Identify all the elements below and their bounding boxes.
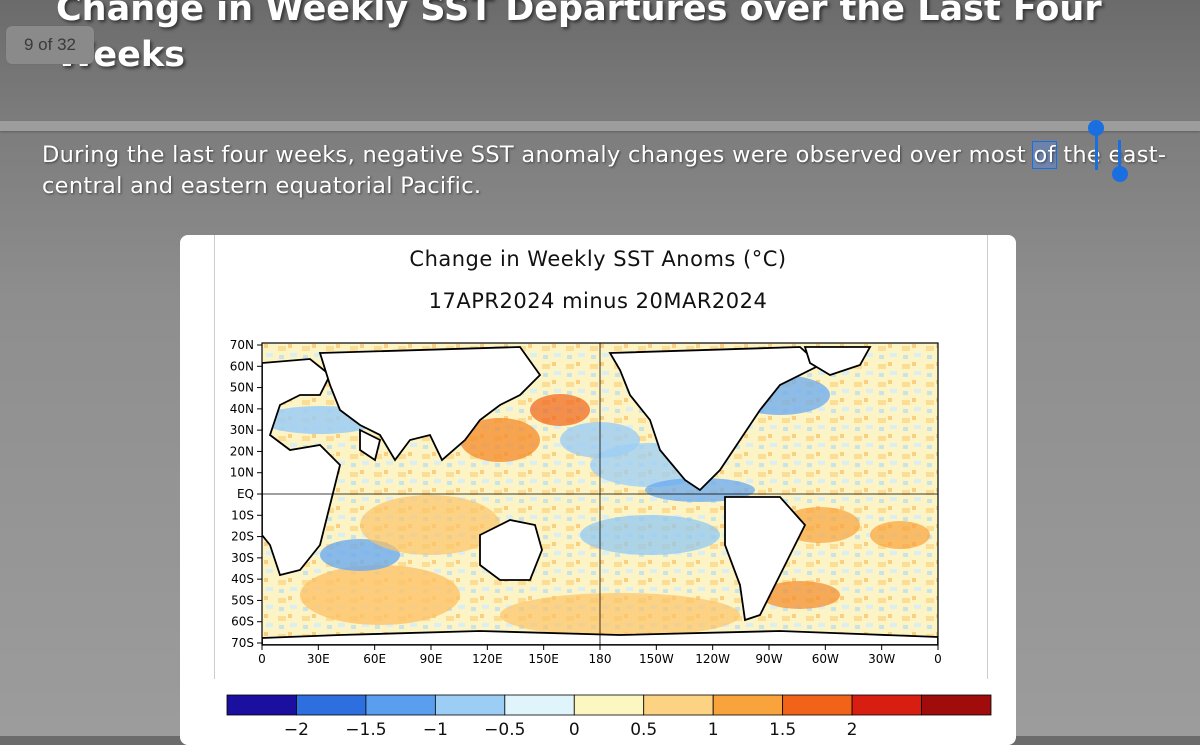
colorbar-tick-label: −0.5: [484, 720, 525, 740]
lon-tick-label: 30E: [307, 652, 330, 666]
lon-tick-label: 90E: [420, 652, 443, 666]
colorbar-tick-label: −2: [284, 720, 309, 740]
colorbar-segment: [782, 694, 853, 716]
lon-tick-label: 60W: [812, 652, 839, 666]
colorbar-tick-label: 0: [569, 720, 580, 740]
colorbar-segment: [851, 694, 922, 716]
colorbar-segment: [504, 694, 575, 716]
lat-tick-label: 60S: [231, 615, 254, 629]
slide-body-text[interactable]: During the last four weeks, negative SST…: [42, 140, 1182, 202]
lat-tick-label: 50N: [230, 381, 254, 395]
selection-handle-start-stem: [1095, 130, 1098, 170]
colorbar-tick-label: 0.5: [630, 720, 657, 740]
figure-panel: [214, 235, 988, 679]
colorbar-segment: [921, 694, 992, 716]
selected-text[interactable]: of: [1032, 141, 1057, 169]
colorbar-tick-label: 1: [708, 720, 719, 740]
lat-tick-label: 20S: [231, 530, 254, 544]
lon-tick-label: 180: [589, 652, 612, 666]
lat-tick-label: 60N: [230, 359, 254, 373]
selection-handle-end[interactable]: [1112, 166, 1128, 182]
lon-tick-label: 120W: [695, 652, 730, 666]
selection-handle-start[interactable]: [1088, 120, 1104, 136]
lat-tick-label: 30N: [230, 423, 254, 437]
lat-tick-label: 40S: [231, 572, 254, 586]
lat-tick-label: 30S: [231, 551, 254, 565]
body-text-part: the east-central and eastern equatorial …: [42, 142, 1167, 199]
sst-anomaly-map: 70N 60N 50N 40N 30N 20N 10N EQ 10S 20S 30S 40S 50S 60…: [226, 338, 992, 740]
colorbar-tick-label: −1: [423, 720, 448, 740]
figure-subtitle: 17APR2024 minus 20MAR2024: [428, 289, 768, 313]
colorbar-tick-label: −1.5: [345, 720, 386, 740]
lat-tick-label: 50S: [231, 593, 254, 607]
slide-title: Change in Weekly SST Departures over the…: [56, 0, 1102, 75]
colorbar-tick-label: 2: [847, 720, 858, 740]
lon-tick-label: 90W: [755, 652, 782, 666]
colorbar-segment: [365, 694, 436, 716]
lon-tick-label: 120E: [472, 652, 503, 666]
figure-title: Change in Weekly SST Anoms (°C): [409, 247, 787, 271]
colorbar-tick-label: 1.5: [769, 720, 796, 740]
lat-tick-label: 10N: [230, 466, 254, 480]
figure-card: Change in Weekly SST Anoms (°C) 17APR202…: [180, 235, 1016, 745]
lat-tick-label: EQ: [237, 487, 254, 501]
body-text-part: During the last four weeks, negative SST…: [42, 142, 1034, 168]
slide-counter: 9 of 32: [6, 26, 94, 64]
colorbar-segment: [573, 694, 645, 716]
selection-handle-end-stem: [1118, 140, 1121, 174]
colorbar-segment: [712, 694, 784, 716]
lon-tick-label: 30W: [868, 652, 895, 666]
colorbar-segment: [296, 694, 367, 716]
lon-tick-label: 0: [934, 652, 942, 666]
colorbar-segment: [434, 694, 506, 716]
title-divider: [0, 121, 1200, 131]
lat-tick-label: 10S: [231, 508, 254, 522]
lon-tick-label: 150W: [639, 652, 674, 666]
lat-tick-label: 70N: [230, 338, 254, 352]
colorbar-segment: [643, 694, 714, 716]
colorbar-segment: [226, 694, 297, 716]
lat-tick-label: 40N: [230, 402, 254, 416]
lon-tick-label: 150E: [528, 652, 559, 666]
lat-tick-label: 70S: [231, 636, 254, 650]
lon-tick-label: 0: [258, 652, 266, 666]
lat-tick-label: 20N: [230, 444, 254, 458]
lon-tick-label: 60E: [363, 652, 386, 666]
